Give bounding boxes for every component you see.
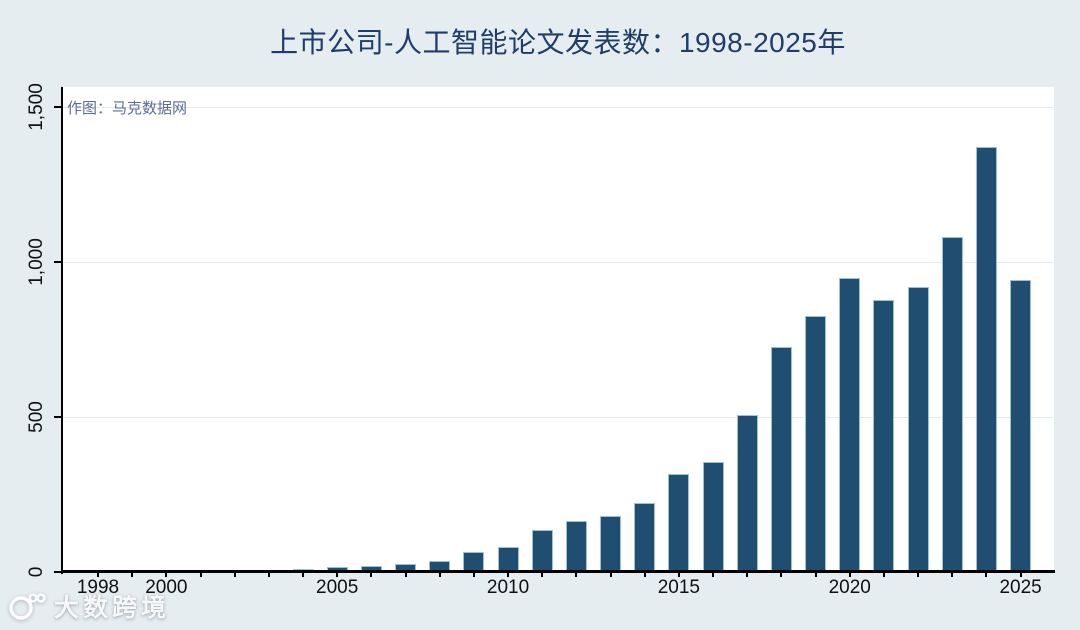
y-tick-label: 0 [26, 566, 47, 578]
x-tick-2001 [199, 573, 202, 577]
x-tick-2009 [472, 573, 475, 577]
y-tick-500 [54, 416, 62, 418]
bar-2016 [702, 461, 724, 572]
x-tick-2013 [609, 573, 612, 577]
bar-2017 [736, 415, 758, 572]
bar-2023 [941, 237, 963, 572]
bar-2006 [360, 565, 382, 572]
site-watermark-label: 大数跨境 [54, 594, 171, 622]
x-tick-2011 [541, 573, 544, 577]
bar-2007 [395, 563, 417, 572]
bar-2025 [1010, 279, 1032, 572]
x-tick-2015 [677, 573, 680, 577]
x-tick-2005 [336, 573, 339, 577]
y-tick-label: 1,500 [26, 83, 47, 131]
x-tick-2014 [643, 573, 646, 577]
bar-2005 [326, 567, 348, 572]
chart-title: 上市公司-人工智能论文发表数：1998-2025年 [270, 27, 846, 58]
x-tick-2020 [848, 573, 851, 577]
y-tick-label: 1,000 [26, 238, 47, 286]
plot-watermark: 作图：马克数据网 [67, 100, 188, 117]
x-tick-2023 [951, 573, 954, 577]
x-tick-2022 [917, 573, 920, 577]
x-tick-2012 [575, 573, 578, 577]
circle-100-logo-icon [9, 593, 46, 620]
bar-2008 [429, 560, 451, 572]
x-tick-2019 [814, 573, 817, 577]
bar-2010 [497, 546, 519, 572]
x-tick-2024 [985, 573, 988, 577]
x-tick-2008 [438, 573, 441, 577]
bar-2013 [600, 515, 622, 572]
x-tick-1998 [97, 573, 99, 577]
x-tick-2002 [233, 573, 236, 577]
bar-2018 [770, 346, 792, 572]
bar-2012 [565, 520, 587, 572]
x-tick-2010 [507, 573, 510, 577]
x-tick-label: 2005 [316, 577, 359, 598]
y-axis-line [61, 87, 63, 574]
x-tick-2017 [746, 573, 749, 577]
bar-2019 [805, 315, 827, 572]
site-watermark: 大数跨境 [6, 588, 170, 624]
bar-2009 [463, 551, 485, 572]
x-tick-2006 [370, 573, 373, 577]
x-tick-2000 [165, 573, 168, 577]
bar-2022 [907, 286, 929, 572]
x-tick-label: 2015 [657, 577, 701, 598]
x-tick-label: 2010 [486, 577, 530, 598]
x-tick-2025 [1019, 573, 1022, 577]
bar-2015 [668, 474, 690, 572]
y-gridline-500 [62, 417, 1054, 418]
y-tick-1000 [54, 261, 62, 263]
x-axis-line [61, 570, 1055, 573]
x-tick-label: 2000 [145, 577, 188, 598]
y-gridline-1500 [62, 107, 1054, 108]
y-tick-1500 [54, 106, 62, 108]
x-tick-2018 [780, 573, 783, 577]
x-tick-1999 [131, 573, 134, 577]
x-tick-label: 1998 [76, 577, 120, 598]
x-tick-2003 [267, 573, 270, 577]
x-tick-label: 2025 [999, 577, 1042, 598]
bar-2024 [975, 147, 997, 572]
bar-2020 [839, 277, 861, 572]
x-tick-2021 [882, 573, 885, 577]
x-tick-2016 [712, 573, 715, 577]
bar-2021 [873, 300, 895, 572]
y-gridline-1000 [62, 262, 1054, 263]
y-tick-label: 500 [26, 401, 47, 433]
y-tick-0 [54, 571, 62, 573]
x-tick-label: 2020 [828, 577, 871, 598]
plot-area [62, 87, 1054, 572]
x-tick-2007 [404, 573, 407, 577]
bar-2014 [634, 503, 656, 572]
x-tick-2004 [302, 573, 305, 577]
bar-2011 [531, 530, 553, 572]
